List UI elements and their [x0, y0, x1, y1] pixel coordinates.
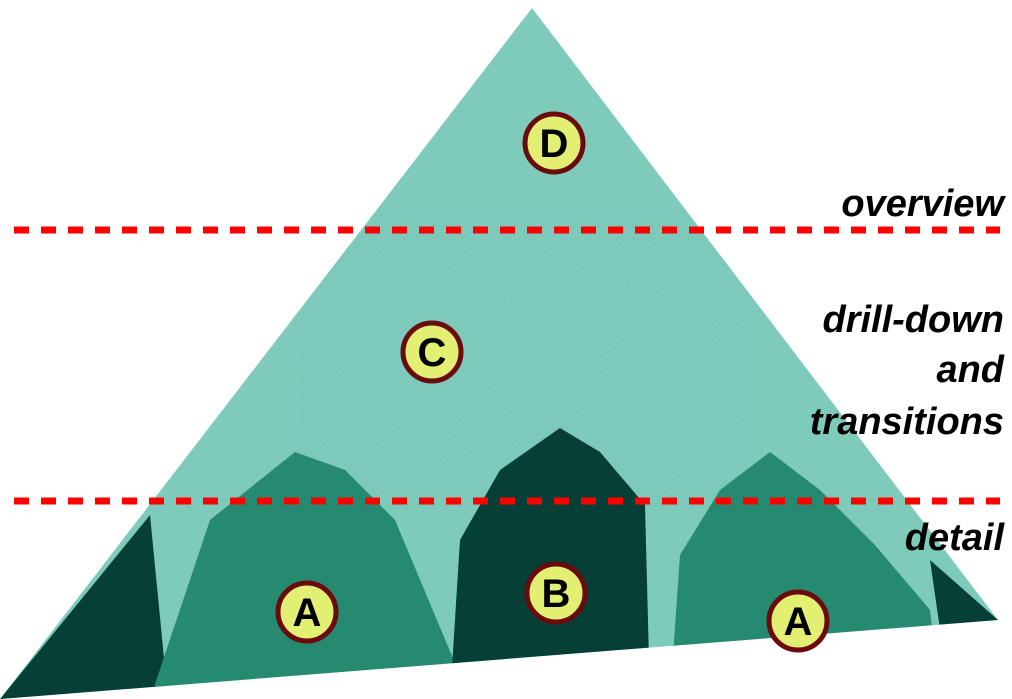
drill-down-label: drill-down	[822, 299, 1004, 341]
marker-d-label: D	[540, 122, 569, 166]
left-detail-region	[150, 452, 470, 699]
overview-label: overview	[841, 183, 1006, 225]
marker-a-left: A	[275, 580, 339, 644]
marker-c: C	[400, 320, 464, 384]
marker-a-left-label: A	[293, 591, 322, 635]
detail-label: detail	[905, 517, 1006, 559]
marker-a-right: A	[766, 589, 830, 653]
marker-c-label: C	[418, 331, 447, 375]
marker-b-label: B	[542, 572, 571, 616]
transitions-label: transitions	[810, 401, 1004, 443]
marker-d: D	[522, 111, 586, 175]
marker-a-right-label: A	[784, 600, 813, 644]
marker-b: B	[524, 561, 588, 625]
and-label: and	[936, 349, 1004, 391]
left-corner-shade	[0, 515, 168, 699]
